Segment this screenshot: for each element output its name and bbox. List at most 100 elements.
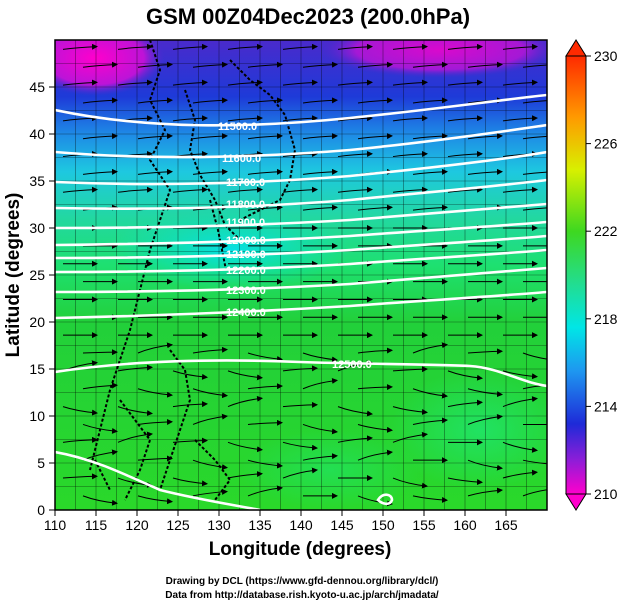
wind-arrow [117,364,153,372]
wind-streamlines [62,43,547,507]
wind-arrow [247,61,283,68]
wind-arrow [82,97,118,104]
wind-arrow [62,436,98,443]
green-patch-south [240,430,420,510]
colorbar-tick-label: 218 [594,311,618,327]
x-tick-label: 135 [248,517,272,533]
colorbar-tick-label: 230 [594,48,618,64]
wind-arrow [117,43,153,50]
wind-arrow [137,495,173,505]
x-tick-label: 115 [85,517,108,533]
wind-arrow [282,115,318,122]
wind-arrow [502,370,538,380]
wind-arrow [192,61,228,68]
wind-arrow [192,346,228,354]
wind-arrow [447,477,483,486]
wind-arrow [412,495,448,503]
wind-arrow [447,399,483,408]
wind-arrow [522,171,547,175]
wind-arrow [392,43,428,50]
wind-arrow [357,423,393,433]
x-tick-label: 140 [289,517,313,533]
wind-arrow [302,133,338,140]
cold-core-west [55,40,165,96]
wind-arrow [467,459,503,471]
height-contours [55,93,547,510]
wind-arrow [522,459,547,465]
wind-arrow [172,115,208,122]
wind-arrow [302,453,338,461]
wind-arrow [522,352,547,360]
wind-arrow [302,61,338,68]
wind-arrow [467,413,503,425]
wind-arrow [392,79,428,86]
cold-core-east [320,40,547,78]
wind-arrow [467,168,503,175]
colorbar-tick-label: 210 [594,486,618,502]
wind-arrow [247,383,283,390]
wind-arrow [172,437,208,444]
y-tick-label: 0 [37,502,45,518]
wind-arrow [137,97,173,104]
wind-arrow [82,168,118,175]
wind-arrow [247,168,283,175]
x-axis: 110 115 120 125 130 135 140 145 150 155 160 165 [44,510,518,533]
wind-arrow [337,150,373,158]
wind-arrow [392,406,428,415]
wind-arrow [412,388,448,399]
wind-arrow [137,61,173,68]
wind-arrow [137,418,173,425]
credit-data: Data from http://database.rish.kyoto-u.a… [165,590,439,601]
wind-arrow [282,401,318,408]
contour-label-11900: 11900.0 [226,217,265,229]
colorbar-tick-label: 222 [594,223,618,239]
wind-arrow [502,469,538,479]
colorbar-gradient [565,55,587,495]
x-axis-label: Longitude (degrees) [209,539,392,560]
wind-arrow [522,64,547,68]
wind-arrow [522,384,547,390]
wind-arrow [522,489,547,497]
wind-arrow [172,79,208,86]
wind-arrow [172,477,208,487]
wind-arrow [447,79,483,86]
wind-arrow [227,395,263,408]
wind-arrow [282,43,318,50]
wind-arrow [137,388,173,398]
wind-arrow [447,370,483,381]
wind-arrow [467,133,503,140]
y-tick-label: 25 [29,267,45,283]
wind-arrow [82,349,118,356]
wind-arrow [62,473,98,480]
wind-arrow [447,115,483,122]
y-tick-label: 45 [29,79,45,95]
wind-arrow [282,79,318,86]
wind-arrow [192,388,228,399]
wind-arrow [62,186,98,193]
x-tick-label: 160 [453,517,477,533]
wind-arrow [282,365,318,372]
wind-arrow [192,488,228,497]
wind-arrow [502,43,538,50]
wind-arrow [392,150,428,158]
wind-arrow [137,168,173,175]
wind-arrow [412,97,448,104]
x-tick-label: 110 [44,517,67,533]
wind-arrow [192,133,228,140]
wind-arrow [227,370,263,381]
wind-arrow [522,100,547,104]
y-axis: 0 5 10 15 20 25 30 35 40 45 [29,79,55,518]
wind-arrow [282,467,318,479]
contour-label-12400: 12400.0 [226,307,266,319]
wind-arrow [192,168,228,175]
wind-arrow [357,204,393,211]
wind-arrow [247,133,283,140]
y-tick-label: 15 [29,361,45,377]
wind-arrow [412,417,448,425]
wind-arrow [357,449,393,461]
wind-arrow [392,366,428,373]
wind-arrow [412,342,448,354]
wind-arrow [282,186,318,193]
y-tick-label: 10 [29,408,45,424]
